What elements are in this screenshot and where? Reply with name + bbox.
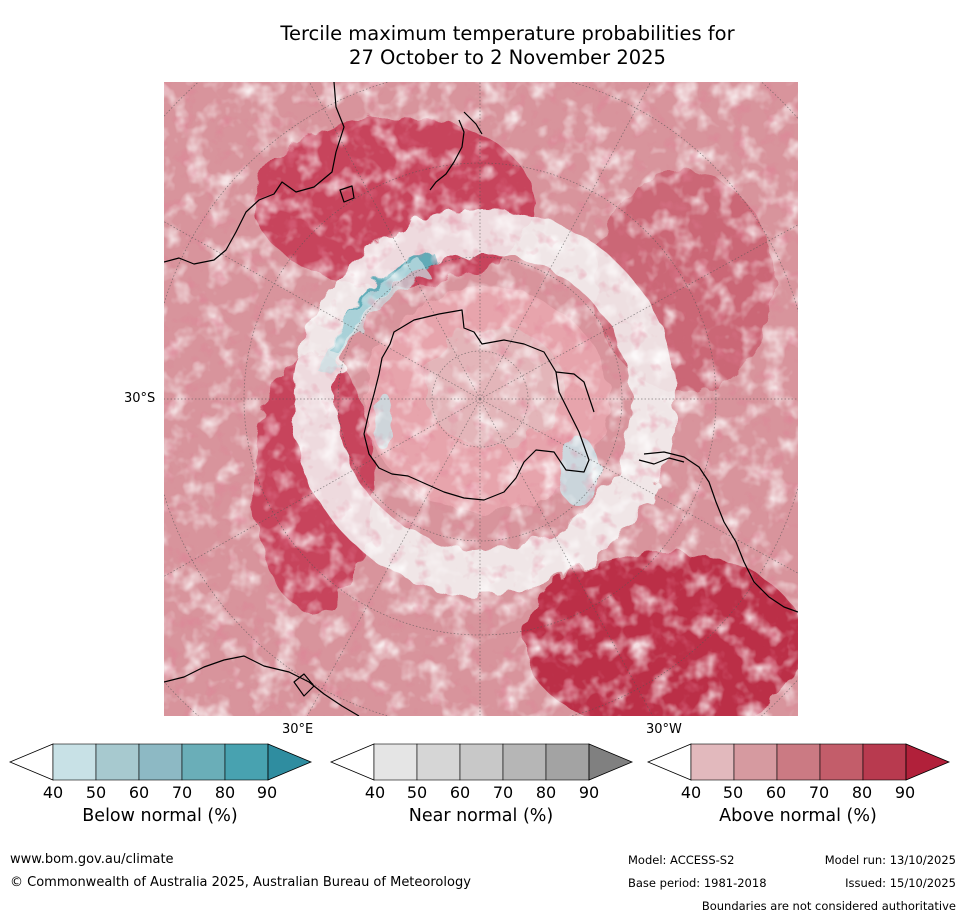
cbar-above-tick: 70 bbox=[808, 783, 830, 802]
cbar-near-tick: 70 bbox=[492, 783, 514, 802]
meridian-300 bbox=[479, 398, 798, 574]
colorbar-extend-low bbox=[646, 743, 692, 781]
colorbar-bin bbox=[52, 743, 97, 781]
colorbar-below bbox=[8, 743, 313, 781]
meridian-120 bbox=[164, 221, 481, 400]
cbar-above-tick: 50 bbox=[722, 783, 744, 802]
colorbar-above bbox=[646, 743, 951, 781]
cbar-above-tick: 40 bbox=[680, 783, 702, 802]
footer-issued: Issued: 15/10/2025 bbox=[845, 876, 956, 890]
footer-disclaimer: Boundaries are not considered authoritat… bbox=[701, 899, 956, 913]
colorbar-bin bbox=[224, 743, 269, 781]
cbar-near-tick: 40 bbox=[364, 783, 386, 802]
madagascar-coast bbox=[293, 673, 315, 697]
cbar-near-tick: 90 bbox=[578, 783, 600, 802]
cbar-below-tick: 50 bbox=[85, 783, 107, 802]
graticule bbox=[164, 82, 798, 716]
lon-label-30e: 30°E bbox=[282, 722, 314, 737]
colorbar-bin bbox=[733, 743, 778, 781]
colorbar-extend-high bbox=[588, 743, 634, 781]
colorbar-near-label: Near normal (%) bbox=[408, 806, 554, 826]
colorbar-bin bbox=[181, 743, 226, 781]
cbar-above-tick: 90 bbox=[894, 783, 916, 802]
cbar-below-tick: 40 bbox=[42, 783, 64, 802]
cbar-near-tick: 80 bbox=[535, 783, 557, 802]
cbar-above-tick: 80 bbox=[851, 783, 873, 802]
australia-east-coast bbox=[164, 82, 345, 265]
title-line-1: Tercile maximum temperature probabilitie… bbox=[280, 22, 735, 45]
colorbar-near-svg bbox=[329, 743, 634, 781]
footer-copyright: © Commonwealth of Australia 2025, Austra… bbox=[10, 875, 471, 890]
colorbar-extend-low bbox=[329, 743, 375, 781]
tasmania-coast bbox=[339, 185, 355, 203]
footer-model-run: Model run: 13/10/2025 bbox=[824, 853, 956, 867]
coastlines bbox=[164, 82, 798, 716]
colorbar-near bbox=[329, 743, 634, 781]
lon-label-30w: 30°W bbox=[646, 722, 682, 737]
lat-circle-1 bbox=[431, 350, 529, 448]
africa-coast bbox=[164, 655, 360, 716]
colorbar-bin bbox=[776, 743, 821, 781]
cbar-below-tick: 70 bbox=[171, 783, 193, 802]
cbar-near-tick: 50 bbox=[406, 783, 428, 802]
colorbar-below-label: Below normal (%) bbox=[82, 806, 238, 826]
colorbar-below-svg bbox=[8, 743, 313, 781]
colorbar-bin bbox=[459, 743, 504, 781]
footer-base-period: Base period: 1981-2018 bbox=[628, 876, 767, 890]
cbar-below-tick: 60 bbox=[128, 783, 150, 802]
new-zealand-coast bbox=[429, 111, 483, 191]
colorbar-above-svg bbox=[646, 743, 951, 781]
cbar-below-tick: 90 bbox=[256, 783, 278, 802]
title-line-2: 27 October to 2 November 2025 bbox=[349, 46, 666, 69]
meridian-150 bbox=[308, 82, 481, 400]
colorbar-bin bbox=[502, 743, 547, 781]
meridian-240 bbox=[479, 224, 798, 400]
colorbar-extend-high bbox=[267, 743, 313, 781]
colorbar-bin bbox=[862, 743, 907, 781]
colorbar-above-label: Above normal (%) bbox=[719, 806, 877, 826]
footer-model: Model: ACCESS-S2 bbox=[628, 853, 735, 867]
chart-title: Tercile maximum temperature probabilitie… bbox=[160, 22, 855, 70]
cbar-above-tick: 60 bbox=[765, 783, 787, 802]
cbar-near-tick: 60 bbox=[449, 783, 471, 802]
antarctic-peninsula bbox=[555, 371, 595, 413]
lat-circle-2 bbox=[337, 256, 623, 542]
south-america-coast bbox=[643, 451, 798, 613]
colorbar-bin bbox=[138, 743, 183, 781]
falklands-tierra-del-fuego bbox=[638, 457, 685, 465]
footer-website: www.bom.gov.au/climate bbox=[10, 852, 174, 867]
colorbar-bin bbox=[545, 743, 590, 781]
probability-map bbox=[164, 82, 798, 716]
antarctica-coast bbox=[363, 309, 590, 501]
meridian-210 bbox=[479, 82, 652, 400]
colorbar-extend-low bbox=[8, 743, 54, 781]
colorbar-bin bbox=[373, 743, 418, 781]
map-canvas bbox=[164, 82, 798, 716]
colorbar-bin bbox=[416, 743, 461, 781]
meridian-60 bbox=[164, 398, 481, 577]
colorbar-bin bbox=[95, 743, 140, 781]
colorbar-bin bbox=[819, 743, 864, 781]
lat-label-30s: 30°S bbox=[124, 391, 156, 406]
cbar-below-tick: 80 bbox=[214, 783, 236, 802]
colorbar-bin bbox=[690, 743, 735, 781]
colorbar-extend-high bbox=[905, 743, 951, 781]
